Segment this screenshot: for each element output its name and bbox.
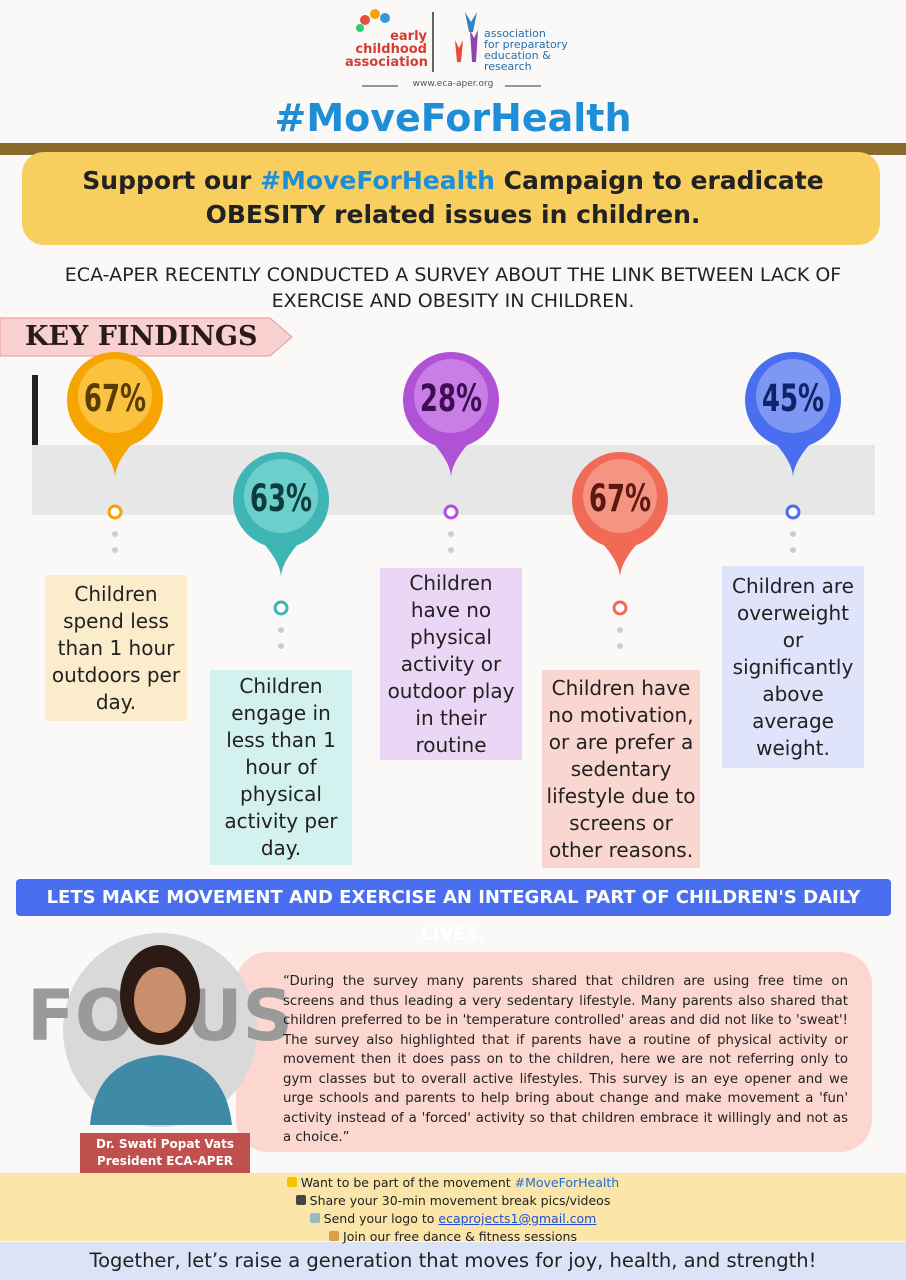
finding-text: Children have no physical activity or ou… — [380, 568, 522, 760]
banner-hashtag: #MoveForHealth — [260, 166, 495, 195]
call-strip: LETS MAKE MOVEMENT AND EXERCISE AN INTEG… — [46, 887, 861, 945]
timeline-dot — [612, 600, 628, 616]
finding-percent: 67% — [84, 376, 146, 420]
caption-bg — [80, 1133, 250, 1173]
logo-text: research — [484, 60, 532, 73]
connector-dot — [617, 627, 623, 633]
pin-face — [244, 459, 318, 533]
connector-dot — [448, 531, 454, 537]
logo-text: early — [390, 29, 427, 44]
pin-face — [583, 459, 657, 533]
pin-face — [78, 359, 152, 433]
banner-text-part: Campaign to eradicate OBESITY related is… — [205, 166, 824, 229]
finding-percent: 45% — [762, 376, 824, 420]
key-findings-tag — [0, 317, 293, 357]
logo-url: www.eca-aper.org — [412, 79, 494, 89]
cta: Want to be part of the movement #MoveFor… — [0, 1174, 906, 1246]
key-findings-heading: KEY FINDINGS — [25, 321, 258, 352]
logo-text: association — [345, 55, 428, 70]
footer-bg — [0, 1242, 906, 1280]
finding-text: Children are overweight or significantly… — [722, 566, 864, 768]
footer: Together, let’s raise a generation that … — [89, 1249, 817, 1272]
timeline-dot — [107, 504, 123, 520]
banner-text: Support our #MoveForHealth Campaign to e… — [80, 164, 826, 232]
finding-text: Children have no motivation, or are pref… — [542, 670, 700, 868]
finding-percent: 67% — [589, 476, 651, 520]
cta-line: Join our free dance & fitness sessions — [343, 1229, 577, 1244]
timeline-dot — [785, 504, 801, 520]
timeline-dot — [443, 504, 459, 520]
connector-dot — [278, 627, 284, 633]
pin-face — [756, 359, 830, 433]
connector-dot — [448, 547, 454, 553]
connector-dot — [790, 547, 796, 553]
logo-text: childhood — [355, 42, 427, 57]
person-name: Dr. Swati Popat Vats — [95, 1137, 234, 1151]
logo-left: early childhood association — [345, 29, 428, 70]
banner-text-part: Support our — [82, 166, 261, 195]
cta-bg — [0, 1173, 906, 1241]
connector-dot — [617, 643, 623, 649]
quote-text: “During the survey many parents shared t… — [283, 974, 848, 1145]
band-edge — [32, 375, 38, 445]
call-strip-bg — [16, 879, 891, 916]
logo-text: education & — [484, 49, 551, 62]
cta-email[interactable]: ecaprojects1@gmail.com — [438, 1211, 597, 1226]
connector-dot — [112, 531, 118, 537]
finding-text: Children engage in less than 1 hour of p… — [210, 670, 352, 865]
connector-dot — [112, 547, 118, 553]
cta-hashtag: #MoveForHealth — [514, 1175, 620, 1190]
survey-intro: ECA-APER RECENTLY CONDUCTED A SURVEY ABO… — [64, 264, 842, 312]
logo-right: association for preparatory education & res… — [484, 28, 584, 72]
photo: FOCUS — [27, 933, 293, 1127]
logo-icon — [356, 9, 541, 87]
pin-face — [414, 359, 488, 433]
finding-percent: 28% — [420, 376, 482, 420]
logo-text: for preparatory — [484, 38, 568, 51]
caption: Dr. Swati Popat Vats President ECA-APER — [80, 1136, 250, 1170]
finding-percent: 63% — [250, 476, 312, 520]
hashtag-title: #MoveForHealth — [274, 96, 632, 140]
connector-dot — [278, 643, 284, 649]
cta-line: Want to be part of the movement — [300, 1175, 515, 1190]
connector-dot — [790, 531, 796, 537]
finding-text: Children spend less than 1 hour outdoors… — [45, 575, 187, 721]
banner-bg — [22, 152, 880, 245]
logo-text: association — [484, 27, 546, 40]
cta-line: Share your 30-min movement break pics/vi… — [309, 1193, 611, 1208]
person-role: President ECA-APER — [96, 1154, 234, 1168]
cta-line: Send your logo to — [323, 1211, 439, 1226]
quote-bg — [236, 952, 872, 1152]
timeline-dot — [273, 600, 289, 616]
